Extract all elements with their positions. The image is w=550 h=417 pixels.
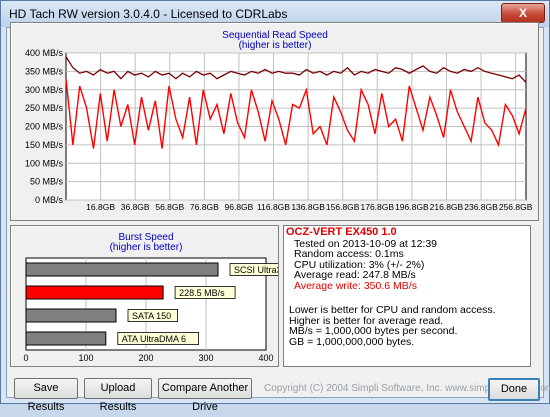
burst-bar — [25, 331, 107, 346]
burst-x-tick-label: 300 — [198, 353, 213, 363]
seq-x-tick-label: 196.8GB — [395, 202, 429, 212]
upload-results-button[interactable]: Upload Results — [84, 378, 152, 413]
seq-series-line-0 — [65, 56, 527, 83]
seq-x-tick-label: 236.8GB — [464, 202, 498, 212]
copyright-text: Copyright (C) 2004 Simpli Software, Inc.… — [264, 383, 550, 394]
burst-panel: Burst Speed (higher is better) 0 100 200 30… — [10, 225, 306, 367]
seq-x-tick-label: 56.8GB — [155, 202, 184, 212]
average-read: Average read: 247.8 MB/s — [294, 269, 416, 281]
burst-bar-label-box — [174, 286, 236, 299]
seq-y-tick-label: 100 MB/s — [25, 158, 64, 168]
seq-y-tick-label: 250 MB/s — [25, 103, 64, 113]
seq-x-tick-label: 136.8GB — [291, 202, 325, 212]
seq-x-tick-label: 96.8GB — [225, 202, 254, 212]
seq-x-tick-label: 256.8GB — [499, 202, 533, 212]
note-higher-better: Higher is better for average read. — [289, 314, 444, 327]
window-title: HD Tach RW version 3.0.4.0 - Licensed to… — [9, 7, 288, 21]
burst-x-tick-label: 0 — [23, 353, 28, 363]
sequential-chart: Sequential Read Speed (higher is better)… — [25, 30, 533, 212]
save-results-button[interactable]: Save Results — [14, 378, 78, 413]
close-button[interactable]: X — [501, 3, 545, 23]
burst-chart-subtitle: (higher is better) — [110, 242, 183, 253]
burst-x-tick-label: 400 — [258, 353, 273, 363]
sequential-panel: Sequential Read Speed (higher is better)… — [10, 22, 539, 221]
burst-bar-label: 228.5 MB/s — [179, 288, 225, 298]
seq-x-tick-label: 16.8GB — [86, 202, 115, 212]
compare-drive-button[interactable]: Compare Another Drive — [158, 378, 252, 413]
seq-y-tick-label: 400 MB/s — [25, 48, 64, 58]
seq-y-tick-label: 350 MB/s — [25, 66, 64, 76]
random-access: Random access: 0.1ms — [294, 248, 404, 260]
seq-x-tick-label: 36.8GB — [121, 202, 150, 212]
burst-bar — [25, 308, 117, 323]
burst-bar — [25, 262, 219, 277]
seq-y-tick-label: 300 MB/s — [25, 85, 64, 95]
seq-y-tick-label: 200 MB/s — [25, 122, 64, 132]
burst-bar-label-box — [117, 332, 200, 345]
cpu-utilization: CPU utilization: 3% (+/- 2%) — [294, 258, 425, 271]
seq-x-tick-label: 176.8GB — [360, 202, 394, 212]
seq-x-tick-label: 116.8GB — [257, 202, 290, 212]
seq-x-tick-label: 76.8GB — [190, 202, 219, 212]
note-mbps-definition: MB/s = 1,000,000 bytes per second. — [289, 325, 458, 337]
burst-bar — [25, 285, 164, 300]
seq-chart-subtitle: (higher is better) — [239, 40, 312, 51]
note-lower-better: Lower is better for CPU and random acces… — [289, 304, 496, 316]
burst-chart: Burst Speed (higher is better) 0 100 200 30… — [23, 232, 306, 363]
seq-chart-title: Sequential Read Speed — [222, 30, 328, 41]
burst-x-tick-label: 100 — [78, 353, 93, 363]
note-gb-definition: GB = 1,000,000,000 bytes. — [289, 335, 415, 348]
burst-bar-label: SCSI Ultra320 — [234, 265, 278, 275]
results-info-panel: OCZ-VERT EX450 1.0 Tested on 2013-10-09 … — [283, 225, 531, 367]
seq-x-tick-label: 216.8GB — [430, 202, 464, 212]
seq-x-tick-label: 156.8GB — [326, 202, 360, 212]
drive-name: OCZ-VERT EX450 1.0 — [286, 226, 397, 238]
seq-y-tick-label: 50 MB/s — [30, 177, 64, 187]
average-write: Average write: 350.6 MB/s — [294, 279, 417, 292]
done-button[interactable]: Done — [488, 378, 540, 401]
burst-bar-label-box — [127, 309, 178, 322]
burst-bar-label: ATA UltraDMA 6 — [122, 334, 186, 344]
burst-x-tick-label: 200 — [138, 353, 153, 363]
burst-chart-title: Burst Speed — [118, 232, 173, 243]
seq-y-tick-label: 150 MB/s — [25, 140, 64, 150]
burst-bar-label: SATA 150 — [132, 311, 171, 321]
seq-series-line-1 — [65, 78, 527, 149]
test-date: Tested on 2013-10-09 at 12:39 — [294, 237, 438, 250]
seq-y-tick-label: 0 MB/s — [35, 195, 64, 205]
